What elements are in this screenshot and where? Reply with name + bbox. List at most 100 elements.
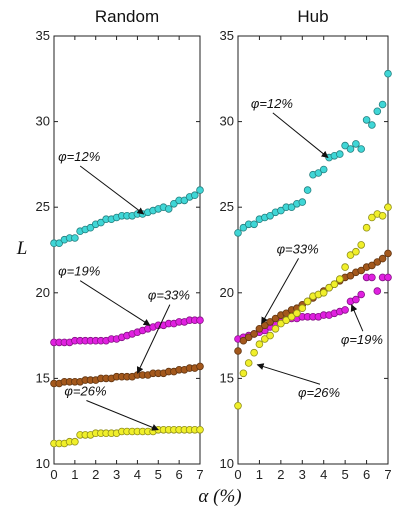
data-point [271, 324, 280, 333]
data-point [196, 425, 204, 434]
data-point [255, 324, 264, 333]
annotation-label: φ=33% [148, 288, 190, 303]
data-point [250, 220, 258, 229]
plot-frame [53, 35, 201, 465]
y-tick-label: 30 [220, 114, 234, 129]
annotation-arrow [79, 165, 145, 215]
data-point [239, 336, 248, 345]
x-tick-label: 0 [234, 467, 241, 482]
data-point [71, 234, 79, 242]
x-tick-label: 5 [342, 467, 349, 482]
annotation-label: φ=12% [58, 149, 100, 164]
series-1 [50, 186, 204, 248]
annotation-label: φ=12% [251, 96, 293, 111]
annotation-arrow [261, 258, 300, 325]
data-point [282, 316, 291, 325]
y-tick-label: 30 [36, 114, 50, 129]
data-point [164, 205, 173, 213]
y-tick-label: 10 [36, 456, 50, 471]
y-tick-label: 10 [220, 456, 234, 471]
data-point [266, 212, 274, 220]
data-point [303, 297, 312, 306]
y-tick-label: 25 [220, 199, 234, 214]
x-tick-label: 2 [277, 467, 284, 482]
data-point [196, 186, 204, 194]
y-tick-label: 20 [36, 285, 50, 300]
data-point [335, 150, 344, 158]
x-tick-label: 4 [134, 467, 141, 482]
data-point [234, 347, 242, 355]
data-point [357, 290, 366, 299]
series-1 [234, 69, 392, 237]
data-point [180, 196, 189, 205]
x-tick-label: 7 [196, 467, 203, 482]
data-point [234, 401, 242, 410]
x-tick-label: 5 [155, 467, 162, 482]
data-point [293, 309, 301, 318]
data-point [319, 288, 328, 297]
data-point [271, 314, 280, 323]
x-tick-label: 3 [113, 467, 120, 482]
data-point [362, 223, 371, 232]
series-4 [234, 203, 392, 410]
data-point [368, 273, 376, 282]
panel-title: Random [95, 7, 159, 26]
x-tick-label: 2 [92, 467, 99, 482]
x-tick-label: 0 [50, 467, 57, 482]
data-point [373, 107, 382, 116]
data-point [86, 223, 95, 232]
data-point [357, 266, 366, 275]
data-point [368, 121, 376, 129]
data-point [277, 319, 285, 328]
annotation-label: φ=26% [64, 384, 106, 399]
data-point [357, 241, 366, 249]
data-point [266, 331, 274, 340]
annotation-arrow [350, 304, 364, 332]
data-point [191, 191, 199, 200]
data-point [287, 203, 296, 212]
annotation-arrow [136, 304, 171, 374]
series-3 [50, 362, 204, 388]
data-point [260, 335, 269, 343]
data-point [244, 359, 253, 367]
annotation-arrow [272, 112, 329, 158]
data-point [384, 249, 392, 258]
data-point [373, 287, 382, 295]
x-tick-label: 7 [384, 467, 391, 482]
y-tick-label: 25 [36, 199, 50, 214]
data-point [384, 203, 392, 212]
data-point [335, 275, 344, 283]
annotation-label: φ=19% [341, 332, 383, 347]
x-tick-label: 4 [320, 467, 327, 482]
data-point [71, 437, 79, 446]
y-tick-label: 35 [220, 28, 234, 43]
x-tick-label: 1 [71, 467, 78, 482]
data-point [330, 280, 339, 289]
data-point [341, 306, 349, 314]
data-point [97, 218, 105, 227]
data-point [196, 316, 204, 325]
data-point [378, 100, 387, 109]
annotation-arrow [256, 363, 321, 385]
data-point [325, 283, 333, 292]
data-point [250, 330, 258, 338]
data-point [368, 213, 376, 222]
data-point [341, 263, 349, 271]
annotation-label: φ=26% [298, 385, 340, 400]
data-point [234, 229, 242, 237]
data-point [346, 251, 355, 259]
data-point [277, 206, 285, 215]
data-point [303, 186, 312, 194]
data-point [239, 223, 248, 232]
data-point [287, 312, 296, 321]
x-tick-label: 3 [299, 467, 306, 482]
x-tick-label: 6 [363, 467, 370, 482]
data-point [255, 340, 264, 349]
data-point [298, 304, 307, 313]
data-point [196, 362, 204, 371]
data-point [244, 333, 253, 342]
data-point [341, 141, 349, 150]
data-point [352, 295, 360, 304]
series-4 [50, 425, 204, 448]
